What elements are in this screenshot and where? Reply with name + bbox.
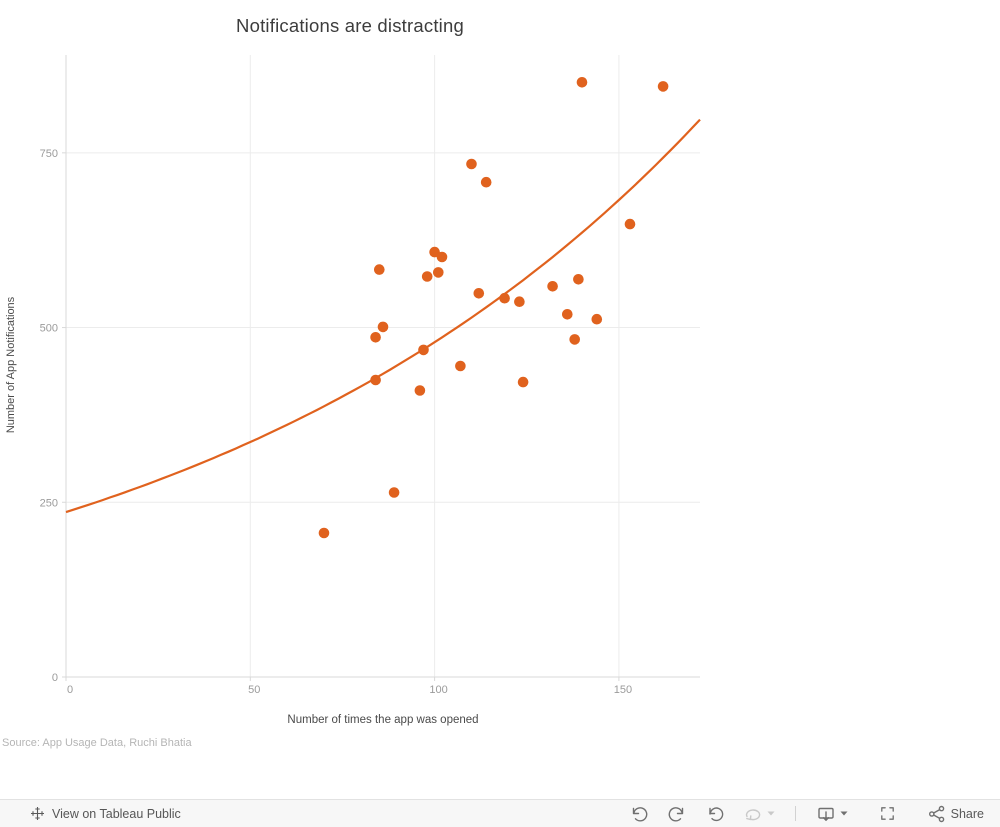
- scatter-point[interactable]: [657, 81, 669, 92]
- axes: 0 50 100 150 0 250 500 750: [40, 55, 700, 696]
- fullscreen-button[interactable]: [876, 802, 899, 825]
- refresh-icon: [745, 808, 760, 820]
- y-tick-label: 250: [40, 497, 58, 509]
- scatter-point[interactable]: [433, 267, 444, 278]
- scatter-point[interactable]: [421, 271, 433, 282]
- scatter-point[interactable]: [318, 527, 330, 539]
- scatter-point[interactable]: [547, 281, 558, 292]
- toolbar-actions: Share: [627, 802, 986, 826]
- undo-button[interactable]: [627, 802, 651, 826]
- device-caret-icon: [840, 811, 848, 816]
- reset-button[interactable]: [703, 802, 727, 826]
- x-tick-label: 150: [614, 684, 632, 696]
- view-on-tableau-public-link[interactable]: View on Tableau Public: [30, 806, 181, 821]
- scatter-point[interactable]: [480, 176, 492, 188]
- y-tick-label: 500: [40, 323, 58, 335]
- trend-line: [65, 118, 701, 514]
- axis-labels: Number of times the app was opened Numbe…: [5, 296, 479, 726]
- device-preview-button[interactable]: [814, 802, 850, 826]
- device-download-icon: [817, 807, 834, 821]
- redo-button[interactable]: [665, 802, 689, 826]
- tableau-logo-icon: [31, 807, 44, 820]
- share-label: Share: [950, 806, 984, 821]
- refresh-caret-icon: [767, 811, 775, 816]
- undo-icon: [632, 806, 647, 821]
- scatter-point[interactable]: [591, 313, 603, 325]
- chart-title: Notifications are distracting: [236, 15, 464, 36]
- scatter-point[interactable]: [388, 487, 400, 498]
- data-points[interactable]: [318, 77, 669, 539]
- scatter-point[interactable]: [455, 360, 466, 372]
- scatter-point[interactable]: [569, 334, 580, 345]
- x-tick-label: 0: [67, 684, 73, 696]
- scatter-point[interactable]: [517, 376, 529, 388]
- scatter-chart[interactable]: 0 50 100 150 0 250 500 750 Number of times the …: [0, 45, 720, 735]
- scatter-point[interactable]: [624, 218, 636, 230]
- x-tick-label: 100: [429, 684, 447, 696]
- scatter-point[interactable]: [573, 274, 584, 285]
- x-tick-label: 50: [248, 684, 260, 696]
- scatter-point[interactable]: [576, 77, 588, 88]
- scatter-point[interactable]: [377, 321, 389, 333]
- scatter-point[interactable]: [562, 309, 573, 320]
- redo-icon: [668, 806, 683, 821]
- scatter-point[interactable]: [370, 332, 381, 343]
- bottom-toolbar: View on Tableau Public: [0, 799, 1000, 827]
- scatter-point[interactable]: [466, 158, 477, 170]
- y-tick-label: 0: [52, 672, 58, 684]
- toolbar-separator: [794, 806, 796, 821]
- scatter-point[interactable]: [514, 296, 525, 307]
- scatter-point[interactable]: [473, 288, 485, 299]
- x-axis-title: Number of times the app was opened: [287, 714, 478, 726]
- scatter-point[interactable]: [374, 264, 385, 275]
- scatter-point[interactable]: [414, 385, 426, 396]
- scatter-point[interactable]: [499, 292, 510, 304]
- y-tick-label: 750: [40, 148, 58, 160]
- gridlines: [66, 55, 700, 677]
- scatter-point[interactable]: [418, 344, 429, 356]
- fullscreen-icon: [880, 807, 894, 820]
- view-on-tableau-public-label: View on Tableau Public: [52, 806, 181, 821]
- scatter-point[interactable]: [370, 374, 381, 386]
- scatter-point[interactable]: [436, 251, 448, 263]
- refresh-button[interactable]: [741, 802, 777, 826]
- share-button[interactable]: Share: [925, 802, 986, 826]
- source-note: Source: App Usage Data, Ruchi Bhatia: [2, 737, 192, 749]
- reset-icon: [708, 806, 723, 821]
- share-icon: [928, 805, 944, 822]
- y-axis-title: Number of App Notifications: [5, 296, 17, 433]
- trend-curve: [65, 118, 701, 514]
